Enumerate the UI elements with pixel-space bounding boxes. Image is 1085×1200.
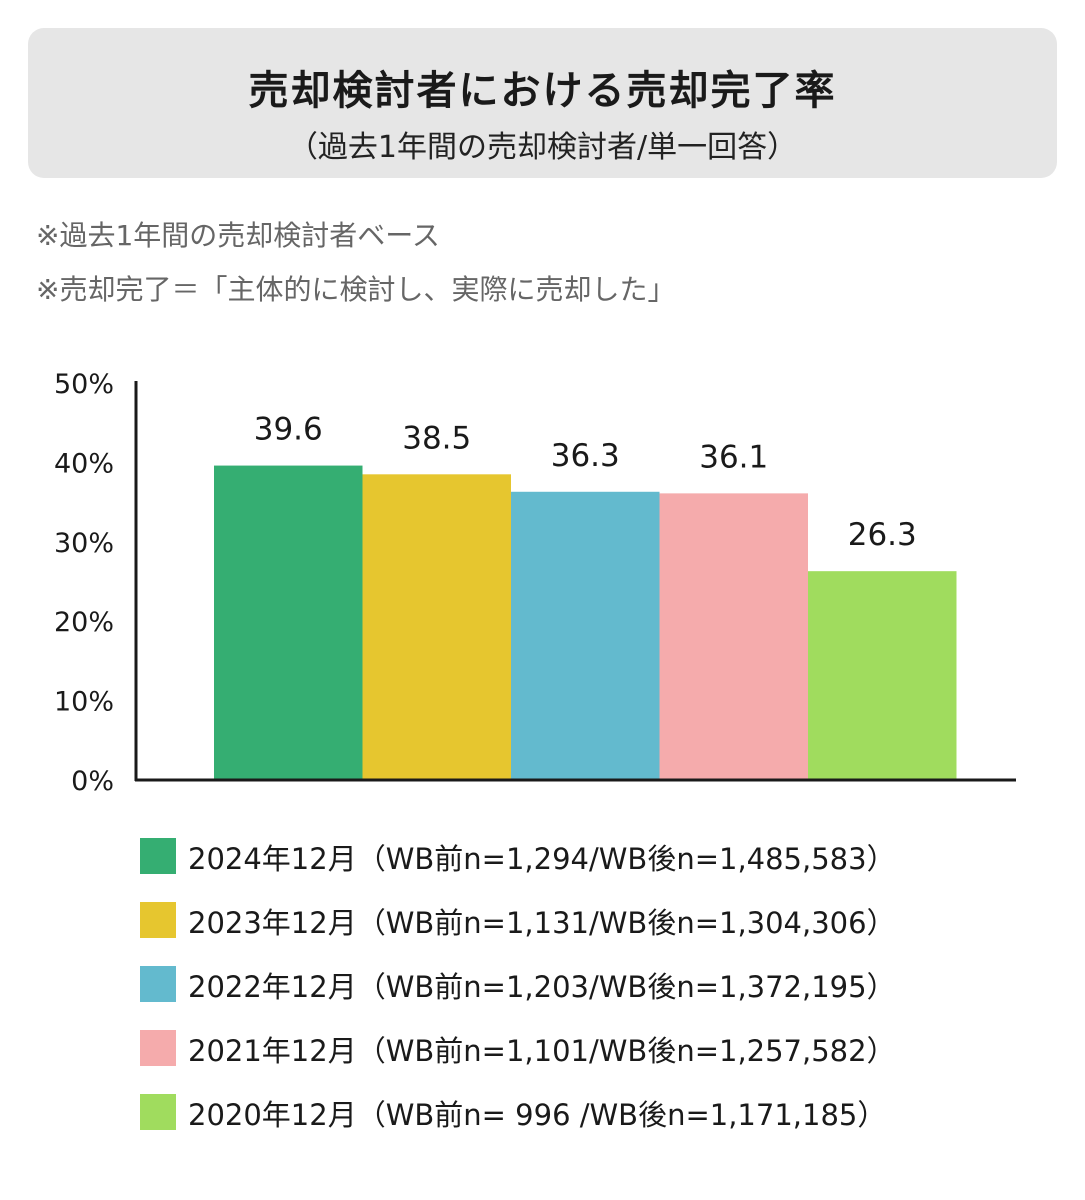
legend-label: 2023年12月（WB前n=1,131/WB後n=1,304,306） — [188, 906, 896, 940]
chart-subtitle: （過去1年間の売却検討者/単一回答） — [287, 130, 798, 165]
legend-swatch — [140, 838, 176, 874]
data-label: 26.3 — [848, 517, 917, 553]
y-tick-label: 30% — [54, 528, 114, 559]
bar — [808, 571, 957, 780]
y-tick-label: 50% — [54, 369, 114, 400]
legend-swatch — [140, 1094, 176, 1130]
bar — [362, 474, 511, 780]
y-tick-label: 40% — [54, 448, 114, 479]
y-tick-label: 10% — [54, 687, 114, 718]
base-note: ※過去1年間の売却検討者ベース — [36, 219, 440, 252]
legend-swatch — [140, 902, 176, 938]
definition-note: ※売却完了＝「主体的に検討し、実際に売却した」 — [36, 273, 676, 306]
legend-label: 2024年12月（WB前n=1,294/WB後n=1,485,583） — [188, 842, 896, 876]
data-label: 39.6 — [254, 412, 323, 448]
data-label: 36.3 — [551, 438, 620, 474]
bar-chart: 0% 10% 20% 30% 40% 50% 39.6 38.5 36.3 36.1 26.3 — [54, 369, 1016, 797]
data-label: 36.1 — [699, 439, 768, 475]
chart-title: 売却検討者における売却完了率 — [248, 68, 837, 114]
y-tick-label: 20% — [54, 607, 114, 638]
legend-swatch — [140, 1030, 176, 1066]
bar — [659, 493, 808, 780]
data-label: 38.5 — [402, 420, 471, 456]
y-tick-label: 0% — [71, 766, 114, 797]
legend-swatch — [140, 966, 176, 1002]
legend-label: 2022年12月（WB前n=1,203/WB後n=1,372,195） — [188, 970, 896, 1004]
chart-header: 売却検討者における売却完了率 （過去1年間の売却検討者/単一回答） — [28, 28, 1057, 178]
legend-label: 2021年12月（WB前n=1,101/WB後n=1,257,582） — [188, 1034, 896, 1068]
bar — [214, 465, 363, 780]
bar — [511, 491, 660, 780]
legend-label: 2020年12月（WB前n= 996 /WB後n=1,171,185） — [188, 1098, 887, 1132]
